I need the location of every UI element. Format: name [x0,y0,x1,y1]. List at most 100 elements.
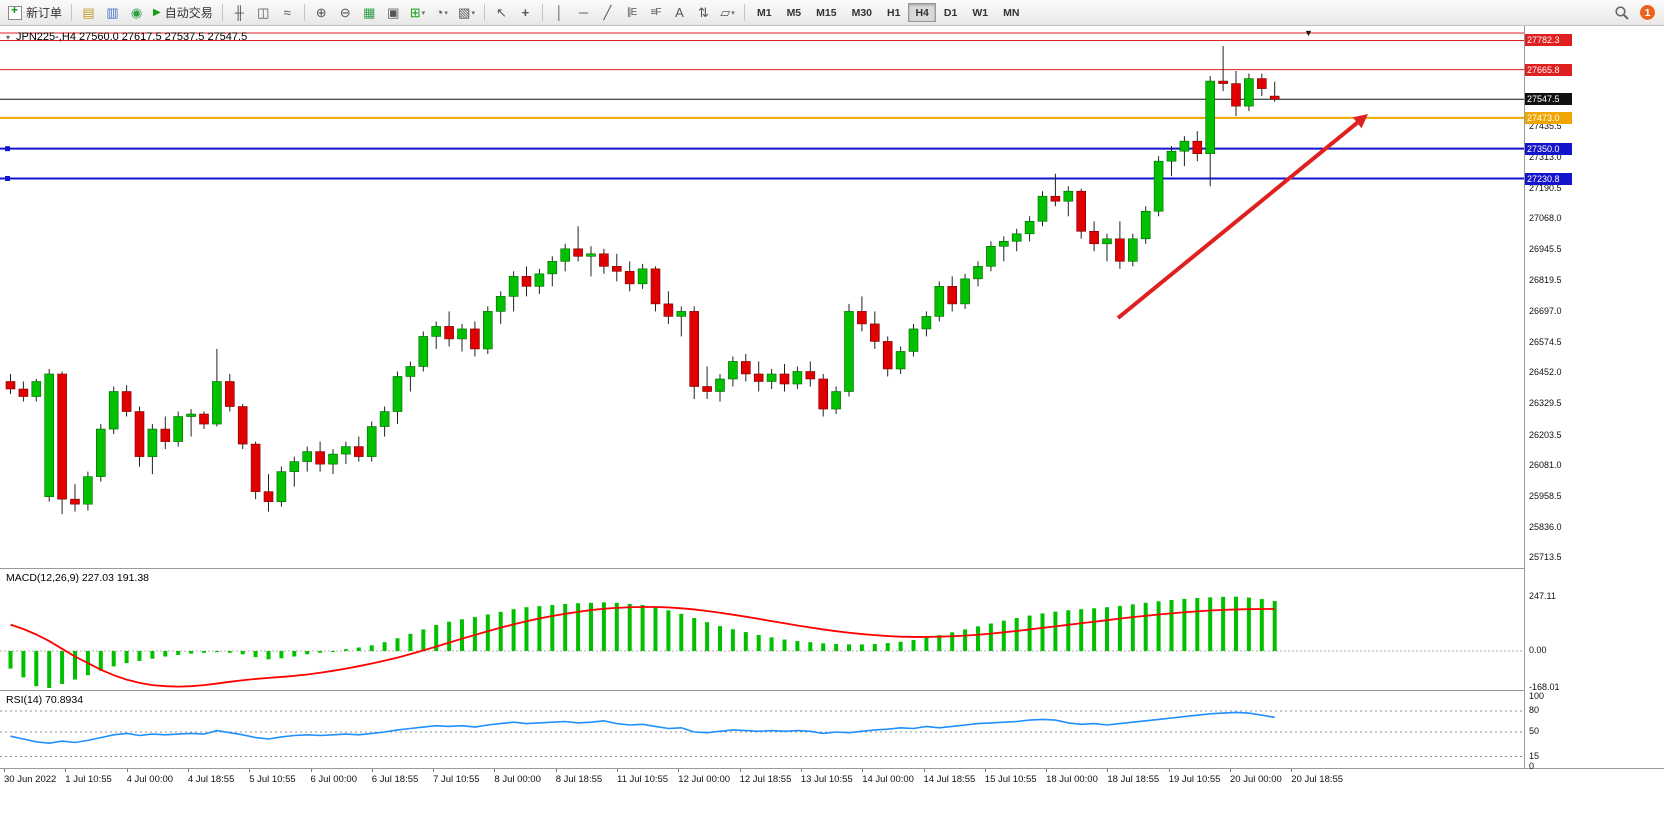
timeframe-h1[interactable]: H1 [880,3,907,22]
strategy-tester-button[interactable]: ◉ [125,2,148,23]
zoom-in-button[interactable]: ⊕ [310,2,333,23]
bear-candle [1257,78,1267,89]
chart-menu-icon[interactable]: ▾ [6,32,11,42]
macd-histogram-bar [279,651,284,659]
macd-histogram-bar [937,635,942,651]
rsi-panel[interactable] [0,691,1524,768]
channel-button[interactable]: ∥E [620,2,643,23]
cursor-button[interactable]: ↖ [490,2,513,23]
timeframe-m15[interactable]: M15 [809,3,843,22]
tile-windows-button[interactable]: ▣ [382,2,405,23]
trend-arrow-head[interactable] [1352,114,1368,129]
template-icon: ▧ [458,5,471,20]
time-tick [1230,769,1231,772]
time-axis[interactable]: 30 Jun 2022 1 Jul 10:55 4 Jul 00:00 4 Jul 1… [0,769,1664,791]
price-tag[interactable]: 27350.0 [1525,142,1572,155]
fibonacci-button[interactable]: ≡F [644,2,667,23]
macd-histogram-bar [834,643,839,651]
bull-candle [547,261,558,275]
price-tag[interactable]: 27473.0 [1525,111,1572,124]
vertical-line-button[interactable]: │ [548,2,571,23]
charts-window-button[interactable]: ▤ [77,2,100,23]
panel-divider[interactable] [0,690,1664,691]
panel-divider[interactable] [0,568,1664,569]
time-axis-label: 6 Jul 18:55 [371,774,419,785]
auto-arrange-button[interactable]: ▦ [358,2,381,23]
bull-candle [173,416,183,442]
bull-candle [715,378,725,392]
bull-candle [1140,210,1151,240]
time-tick [800,769,802,772]
time-axis-label: 18 Jul 18:55 [1107,774,1160,785]
timeframe-m5[interactable]: M5 [780,3,809,22]
crosshair-button[interactable]: + [514,2,537,23]
timeframe-m30[interactable]: M30 [845,3,879,22]
main-toolbar: 新订单 ▤ ▥ ◉ ▶ 自动交易 ╫ ◫ ≈ ⊕ ⊖ ▦ ▣ ⊞▾ ◔▾ ▧▾ … [0,0,1664,26]
line-handle[interactable] [5,146,10,152]
timeframe-h4[interactable]: H4 [908,3,936,22]
new-order-button[interactable]: 新订单 [4,2,66,23]
price-tag[interactable]: 27665.8 [1525,63,1572,76]
macd-histogram-bar [769,637,774,651]
time-axis-label: 8 Jul 00:00 [494,774,541,785]
one-click-caret-icon[interactable]: ▼ [1304,28,1313,38]
macd-histogram-bar [60,651,65,684]
line-handle[interactable] [5,176,10,182]
bear-candle [521,276,532,287]
periods-button[interactable]: ◔ ▾ [430,2,453,23]
bear-candle [160,428,171,442]
indicators-button[interactable]: ⊞ ▾ [406,2,429,23]
shapes-button[interactable]: ▱ ▾ [716,2,739,23]
price-tag[interactable]: 27230.8 [1525,172,1572,185]
timeframe-w1[interactable]: W1 [965,3,995,22]
text-button[interactable]: A [668,2,691,23]
macd-histogram-bar [666,610,671,651]
bull-candle [341,446,351,455]
trendline-button[interactable]: ╱ [596,2,619,23]
bear-candle [1192,140,1203,154]
timeframe-mn[interactable]: MN [996,3,1026,22]
macd-histogram-bar [47,651,52,688]
time-axis-label: 8 Jul 18:55 [555,774,603,785]
price-tag[interactable]: 27782.3 [1525,34,1572,47]
templates-button[interactable]: ▧ ▾ [454,2,479,23]
bear-candle [1089,230,1099,245]
trend-arrow[interactable] [1116,121,1359,320]
macd-histogram-bar [1156,601,1161,651]
price-scale[interactable]: 27435.5 27313.0 27190.5 27068.0 26945.5 26819… [1524,26,1664,771]
search-icon[interactable] [1614,5,1630,21]
bull-candle [973,266,983,280]
price-chart-canvas[interactable] [0,26,1524,568]
grid-icon: ▦ [363,5,376,20]
bull-candle [1179,140,1190,152]
autotrading-button[interactable]: ▶ 自动交易 [149,2,217,23]
bull-candle [418,336,429,367]
macd-panel[interactable] [0,569,1524,690]
bear-candle [869,323,880,342]
time-axis-label: 7 Jul 10:55 [433,774,480,785]
candlestick-chart-button[interactable]: ◫ [252,2,275,23]
bull-candle [405,366,416,377]
zoom-out-button[interactable]: ⊖ [334,2,357,23]
bear-candle [689,311,700,387]
price-tag[interactable]: 27547.5 [1525,93,1572,106]
bull-candle [637,268,648,285]
bull-candle [792,371,803,385]
notification-badge[interactable]: 1 [1639,4,1656,21]
bear-candle [1050,195,1061,202]
price-axis-label: 26452.0 [1529,367,1562,378]
horizontal-line-button[interactable]: ─ [572,2,595,23]
bear-candle [5,381,16,390]
timeframe-m1[interactable]: M1 [750,3,779,22]
data-window-button[interactable]: ▥ [101,2,124,23]
time-axis-label: 18 Jul 00:00 [1046,774,1098,785]
timeframe-d1[interactable]: D1 [937,3,964,22]
macd-histogram-bar [1234,596,1238,651]
time-tick [739,769,741,772]
time-axis-label: 14 Jul 00:00 [862,774,914,785]
line-chart-button[interactable]: ≈ [276,2,299,23]
toolbar-right: 1 [1614,4,1660,21]
bar-chart-button[interactable]: ╫ [228,2,251,23]
arrows-button[interactable]: ⇅ [692,2,715,23]
bear-candle [1076,190,1086,232]
